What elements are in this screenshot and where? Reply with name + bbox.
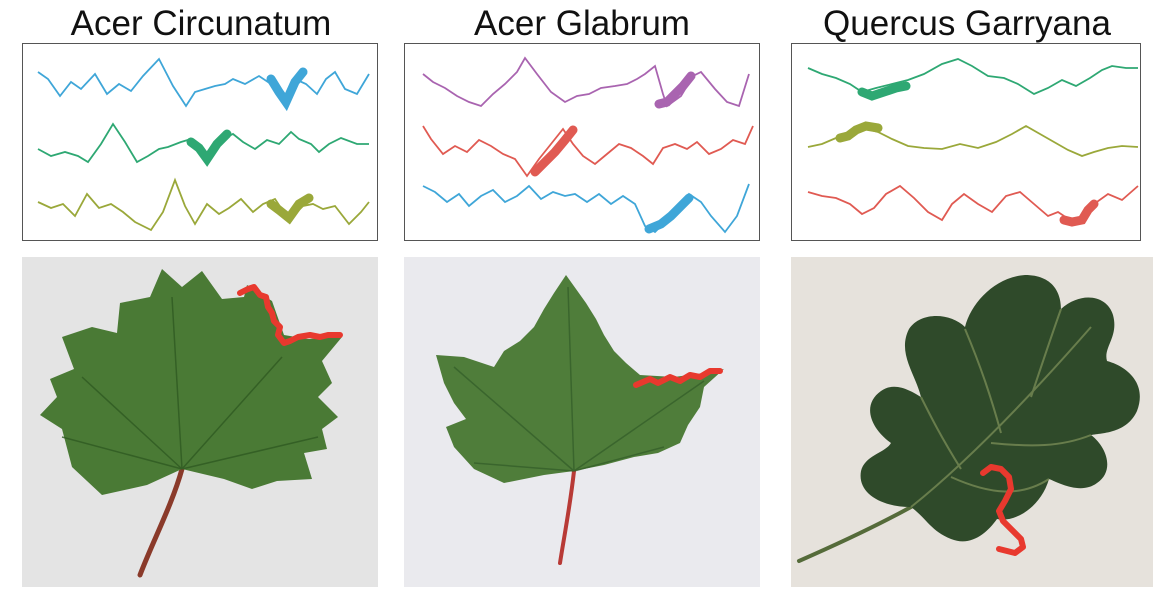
signal-highlight-2 (530, 125, 578, 177)
leaf-photo-acer-glabrum (404, 257, 760, 587)
leaf-stem (797, 505, 913, 563)
leaf-veins (61, 296, 319, 470)
leaf-veins (453, 286, 705, 472)
leaf-blade (40, 269, 342, 495)
leaf-drawing-quercus-garryana (797, 275, 1140, 563)
signal-panel-quercus-garryana (791, 43, 1141, 241)
leaf-highlight-contour (237, 284, 343, 346)
leaf-veins (910, 308, 1092, 508)
signal-highlight-3 (266, 193, 314, 225)
signal-highlight-2 (186, 129, 232, 167)
leaf-photo-quercus-garryana (791, 257, 1153, 587)
leaf-stem (558, 469, 576, 565)
title-acer-circunatum: Acer Circunatum (70, 4, 332, 43)
signal-highlight-1 (266, 67, 308, 112)
leaf-highlight-contour (633, 368, 723, 388)
leaf-blade (436, 275, 724, 483)
leaf-drawing-acer-circunatum (40, 269, 343, 578)
signal-highlight-2 (835, 121, 883, 143)
signal-line-3 (37, 177, 370, 232)
signal-plot-acer-glabrum (422, 56, 754, 234)
leaf-blade (860, 275, 1140, 542)
title-acer-glabrum: Acer Glabrum (474, 4, 690, 43)
signal-plot-quercus-garryana (807, 58, 1139, 227)
signal-line-1 (37, 57, 370, 108)
signal-panel-acer-circunatum (22, 43, 378, 241)
signal-highlight-1 (857, 81, 911, 101)
signal-line-1 (422, 56, 750, 108)
signal-line-2 (422, 125, 754, 178)
signal-plot-acer-circunatum (37, 57, 370, 232)
leaf-stem (137, 466, 185, 578)
signal-highlight-1 (654, 71, 696, 109)
leaf-drawing-acer-glabrum (436, 275, 724, 565)
signal-highlight-3 (1059, 199, 1099, 227)
signal-panel-acer-glabrum (404, 43, 760, 241)
leaf-photo-acer-circunatum (22, 257, 378, 587)
signal-line-1 (807, 58, 1138, 96)
leaf-highlight-contour (980, 464, 1026, 556)
signal-highlight-3 (644, 193, 694, 234)
title-quercus-garryana: Quercus Garryana (823, 4, 1111, 43)
signal-line-3 (422, 183, 750, 234)
